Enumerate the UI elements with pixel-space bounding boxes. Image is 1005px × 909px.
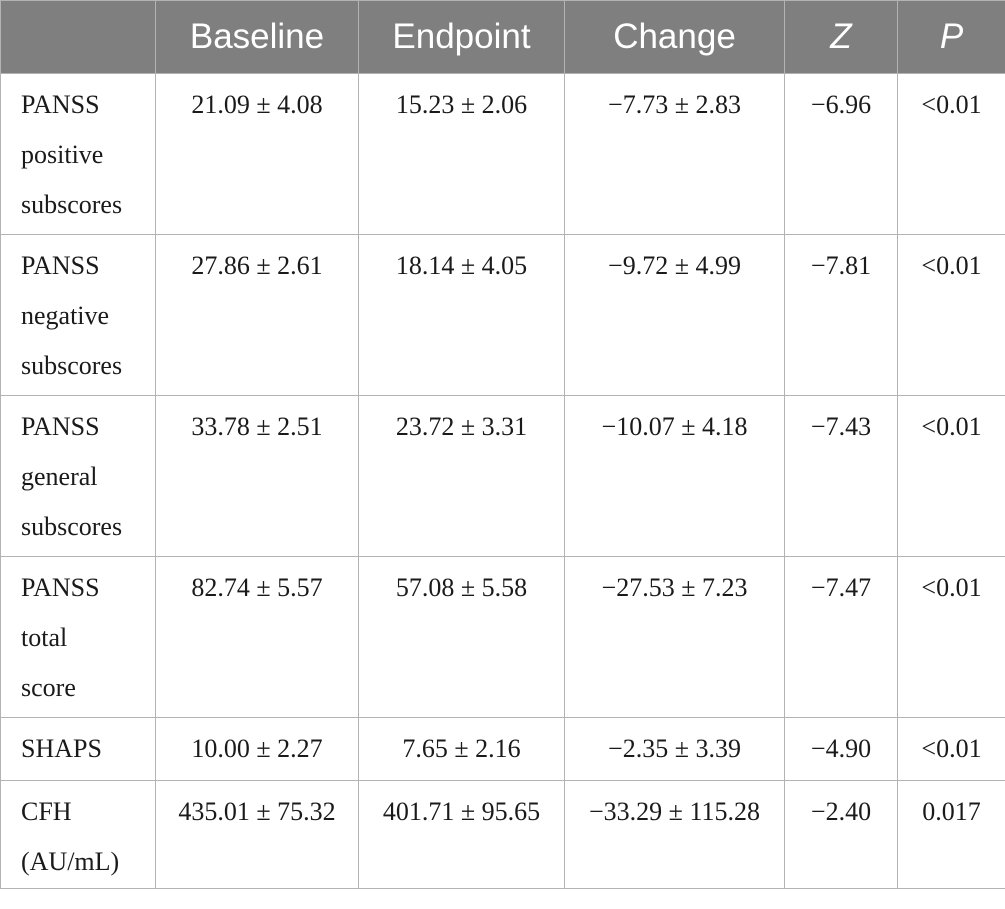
row-label-line: negative [21, 301, 110, 330]
table-row: SHAPS 10.00 ± 2.27 7.65 ± 2.16 −2.35 ± 3… [0, 717, 1005, 781]
baseline-cell: 435.01 ± 75.32 [155, 780, 359, 889]
endpoint-cell: 15.23 ± 2.06 [358, 73, 565, 235]
table-row: CFH (AU/mL) 435.01 ± 75.32 401.71 ± 95.6… [0, 780, 1005, 889]
header-baseline: Baseline [155, 0, 359, 74]
p-cell: <0.01 [897, 395, 1005, 557]
row-label-line: positive [21, 140, 104, 169]
baseline-cell: 27.86 ± 2.61 [155, 234, 359, 396]
row-label: PANSS negative subscores [0, 234, 156, 396]
row-label-line: (AU/mL) [21, 847, 120, 876]
change-cell: −7.73 ± 2.83 [564, 73, 785, 235]
header-row: Baseline Endpoint Change Z P [0, 0, 1005, 74]
z-cell: −4.90 [784, 717, 898, 781]
header-z: Z [784, 0, 898, 74]
row-label-line: score [21, 673, 76, 702]
z-cell: −6.96 [784, 73, 898, 235]
baseline-cell: 82.74 ± 5.57 [155, 556, 359, 718]
row-label-line: PANSS [21, 412, 100, 441]
table-row: PANSS total score 82.74 ± 5.57 57.08 ± 5… [0, 556, 1005, 718]
row-label: CFH (AU/mL) [0, 780, 156, 889]
row-label: PANSS positive subscores [0, 73, 156, 235]
baseline-cell: 10.00 ± 2.27 [155, 717, 359, 781]
endpoint-cell: 18.14 ± 4.05 [358, 234, 565, 396]
row-label-line: subscores [21, 351, 123, 380]
row-label-line: PANSS [21, 90, 100, 119]
row-label-line: subscores [21, 190, 123, 219]
change-cell: −9.72 ± 4.99 [564, 234, 785, 396]
row-label-line: total [21, 623, 68, 652]
row-label: PANSS general subscores [0, 395, 156, 557]
p-cell: <0.01 [897, 73, 1005, 235]
row-label-line: subscores [21, 512, 123, 541]
table-row: PANSS general subscores 33.78 ± 2.51 23.… [0, 395, 1005, 557]
header-endpoint: Endpoint [358, 0, 565, 74]
baseline-cell: 21.09 ± 4.08 [155, 73, 359, 235]
row-label-line: SHAPS [21, 734, 102, 763]
p-cell: <0.01 [897, 556, 1005, 718]
change-cell: −2.35 ± 3.39 [564, 717, 785, 781]
endpoint-cell: 401.71 ± 95.65 [358, 780, 565, 889]
results-table: Baseline Endpoint Change Z P PANSS posit… [0, 0, 1005, 889]
change-cell: −33.29 ± 115.28 [564, 780, 785, 889]
row-label: PANSS total score [0, 556, 156, 718]
header-change: Change [564, 0, 785, 74]
z-cell: −7.43 [784, 395, 898, 557]
row-label-line: PANSS [21, 573, 100, 602]
table-row: PANSS positive subscores 21.09 ± 4.08 15… [0, 73, 1005, 235]
endpoint-cell: 57.08 ± 5.58 [358, 556, 565, 718]
change-cell: −27.53 ± 7.23 [564, 556, 785, 718]
baseline-cell: 33.78 ± 2.51 [155, 395, 359, 557]
header-p: P [897, 0, 1005, 74]
row-label-line: general [21, 462, 98, 491]
table-row: PANSS negative subscores 27.86 ± 2.61 18… [0, 234, 1005, 396]
z-cell: −7.81 [784, 234, 898, 396]
row-label: SHAPS [0, 717, 156, 781]
z-cell: −2.40 [784, 780, 898, 889]
endpoint-cell: 23.72 ± 3.31 [358, 395, 565, 557]
p-cell: <0.01 [897, 717, 1005, 781]
p-cell: 0.017 [897, 780, 1005, 889]
z-cell: −7.47 [784, 556, 898, 718]
endpoint-cell: 7.65 ± 2.16 [358, 717, 565, 781]
change-cell: −10.07 ± 4.18 [564, 395, 785, 557]
p-cell: <0.01 [897, 234, 1005, 396]
header-blank [0, 0, 156, 74]
row-label-line: CFH [21, 797, 72, 826]
row-label-line: PANSS [21, 251, 100, 280]
